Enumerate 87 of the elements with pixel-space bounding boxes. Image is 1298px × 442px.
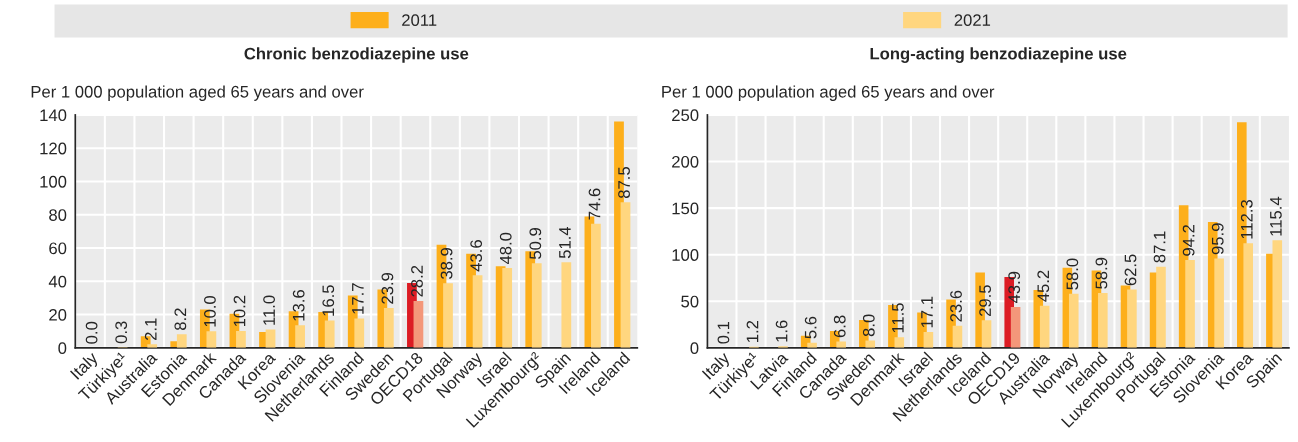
data-label: 11.0: [263, 295, 275, 325]
y-tick-label: 0: [58, 342, 67, 355]
bar: [1068, 293, 1079, 348]
data-label: 50.9: [529, 228, 542, 260]
bar: [1185, 260, 1195, 348]
data-label: 10.0: [204, 295, 216, 327]
chart-title: Chronic benzodiazepine use: [244, 47, 469, 63]
data-label: 28.2: [411, 265, 423, 297]
data-label: 51.4: [559, 226, 571, 259]
data-label: 1.2: [746, 320, 759, 342]
data-label: 0.1: [717, 321, 730, 344]
data-label: 29.5: [979, 285, 992, 317]
data-label: 16.5: [322, 285, 335, 316]
data-label: 95.9: [1211, 223, 1224, 255]
data-label: 45.2: [1037, 270, 1050, 302]
data-label: 8.0: [862, 314, 875, 337]
y-tick-label: 100: [672, 249, 699, 261]
bar: [1098, 292, 1108, 348]
bar: [443, 283, 453, 348]
bar: [1272, 240, 1283, 348]
data-label: 115.4: [1270, 196, 1282, 236]
y-tick-label: 100: [40, 175, 67, 188]
bar: [1243, 243, 1254, 348]
data-label: 5.6: [804, 316, 817, 339]
bar: [591, 223, 601, 348]
bar: [531, 263, 542, 348]
data-label: 58.9: [1095, 257, 1108, 289]
data-label: 0.0: [85, 321, 98, 344]
y-tick-label: 150: [672, 202, 699, 215]
y-tick-label: 40: [48, 275, 67, 288]
y-tick-label: 140: [40, 109, 67, 122]
data-label: 43.6: [470, 240, 483, 272]
legend-label: 2021: [954, 14, 991, 27]
data-label: 10.2: [233, 295, 246, 327]
y-tick-label: 50: [681, 295, 699, 308]
data-label: 11.5: [892, 303, 904, 333]
bar: [354, 318, 365, 348]
data-label: 112.3: [1240, 199, 1253, 239]
data-label: 1.6: [775, 320, 788, 342]
bar: [176, 334, 187, 348]
data-label: 94.2: [1182, 224, 1195, 256]
data-label: 43.9: [1008, 271, 1021, 304]
bar: [952, 325, 963, 348]
y-tick-label: 20: [49, 308, 67, 321]
bar: [324, 320, 335, 348]
bar: [1156, 266, 1166, 348]
y-axis-title: Per 1 000 population aged 65 years and over: [31, 85, 364, 101]
data-label: 62.5: [1124, 254, 1137, 286]
data-label: 2.1: [144, 318, 157, 341]
data-label: 58.0: [1066, 258, 1079, 290]
y-tick-label: 0: [690, 342, 699, 355]
bar: [1039, 305, 1050, 348]
bar: [413, 300, 424, 348]
y-tick-label: 60: [49, 242, 67, 255]
data-label: 8.2: [174, 308, 187, 330]
data-label: 17.7: [352, 283, 364, 314]
bar: [236, 330, 246, 348]
data-label: 74.6: [588, 188, 601, 220]
bar: [472, 275, 483, 348]
data-label: 0.3: [115, 321, 128, 344]
data-label: 23.9: [381, 272, 394, 304]
data-label: 48.0: [499, 232, 512, 265]
legend-label: 2011: [402, 14, 437, 27]
bar: [1214, 258, 1224, 348]
data-label: 13.6: [292, 290, 305, 321]
data-label: 87.5: [618, 167, 630, 199]
bar: [502, 267, 513, 348]
y-tick-label: 120: [40, 142, 67, 155]
bar: [1127, 289, 1137, 348]
bar: [206, 331, 217, 348]
y-tick-label: 80: [49, 209, 67, 221]
bar: [1010, 306, 1021, 348]
data-label: 38.9: [440, 247, 453, 279]
bar: [981, 320, 992, 348]
y-tick-label: 200: [672, 155, 699, 168]
data-label: 23.6: [950, 290, 962, 322]
bar: [295, 325, 305, 348]
bar: [865, 340, 876, 348]
data-label: 17.1: [921, 296, 933, 328]
chart-title: Long-acting benzodiazepine use: [870, 47, 1127, 63]
y-tick-label: 250: [672, 109, 699, 122]
bar: [383, 308, 394, 348]
bar: [561, 262, 572, 348]
data-label: 87.1: [1153, 231, 1166, 263]
data-label: 6.8: [833, 315, 846, 338]
bar: [620, 202, 631, 348]
y-axis-title: Per 1 000 population aged 65 years and over: [662, 85, 995, 101]
